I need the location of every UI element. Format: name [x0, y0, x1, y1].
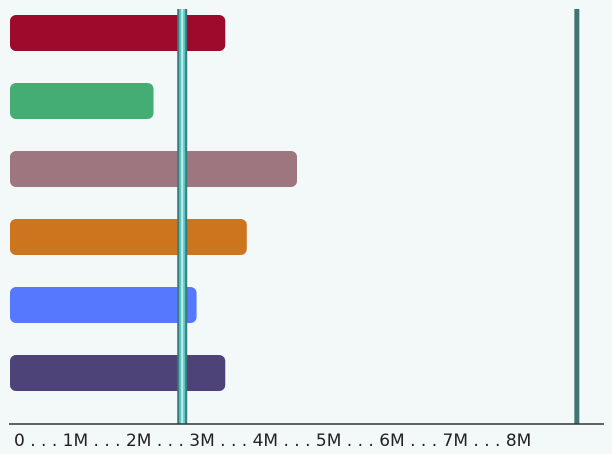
- bar-4: [10, 219, 247, 255]
- bar-6: [10, 355, 226, 391]
- x-tick-labels: 0 . . . 1M . . . 2M . . . 3M . . . 4M . …: [14, 431, 531, 451]
- bar-5: [10, 287, 197, 323]
- reference-lines-group: [177, 9, 580, 424]
- reference-line-2: [574, 9, 580, 424]
- bars-group: [10, 15, 297, 391]
- bar-3: [10, 151, 297, 187]
- bar-1: [10, 15, 226, 51]
- bar-2: [10, 83, 154, 119]
- reference-line-1: [177, 9, 188, 424]
